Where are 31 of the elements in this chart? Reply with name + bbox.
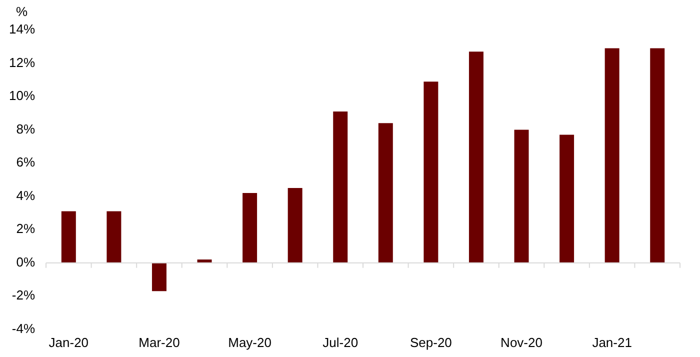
y-tick-label: 10% bbox=[8, 88, 36, 104]
y-tick-label: -4% bbox=[12, 320, 36, 336]
y-tick-label: 0% bbox=[16, 254, 36, 270]
x-tick-label: Jan-21 bbox=[592, 334, 632, 350]
y-tick-label: 6% bbox=[16, 154, 36, 170]
bar bbox=[378, 123, 393, 263]
y-tick-label: 12% bbox=[8, 54, 36, 70]
x-tick-label: Jan-20 bbox=[48, 334, 89, 350]
y-axis-title: % bbox=[16, 4, 28, 20]
bar bbox=[424, 82, 438, 263]
bar bbox=[152, 262, 166, 292]
bar bbox=[514, 130, 529, 263]
bar bbox=[650, 48, 665, 263]
bar bbox=[604, 48, 620, 263]
bar bbox=[61, 211, 76, 263]
x-tick-label: Nov-20 bbox=[500, 334, 542, 350]
x-tick-label: Jul-20 bbox=[322, 334, 358, 350]
bar bbox=[468, 52, 484, 263]
bar bbox=[106, 211, 122, 263]
bar bbox=[560, 134, 574, 263]
bar bbox=[288, 188, 302, 263]
x-tick-label: Sep-20 bbox=[410, 334, 452, 350]
y-tick-label: 4% bbox=[16, 188, 36, 203]
y-tick-label: 2% bbox=[16, 221, 36, 236]
x-tick-label: Mar-20 bbox=[138, 334, 180, 350]
y-tick-label: -2% bbox=[12, 288, 36, 303]
bar bbox=[242, 193, 258, 263]
y-tick-label: 14% bbox=[8, 22, 36, 37]
y-tick-label: 8% bbox=[16, 121, 36, 136]
bar bbox=[333, 112, 348, 263]
x-tick-label: May-20 bbox=[228, 334, 272, 350]
